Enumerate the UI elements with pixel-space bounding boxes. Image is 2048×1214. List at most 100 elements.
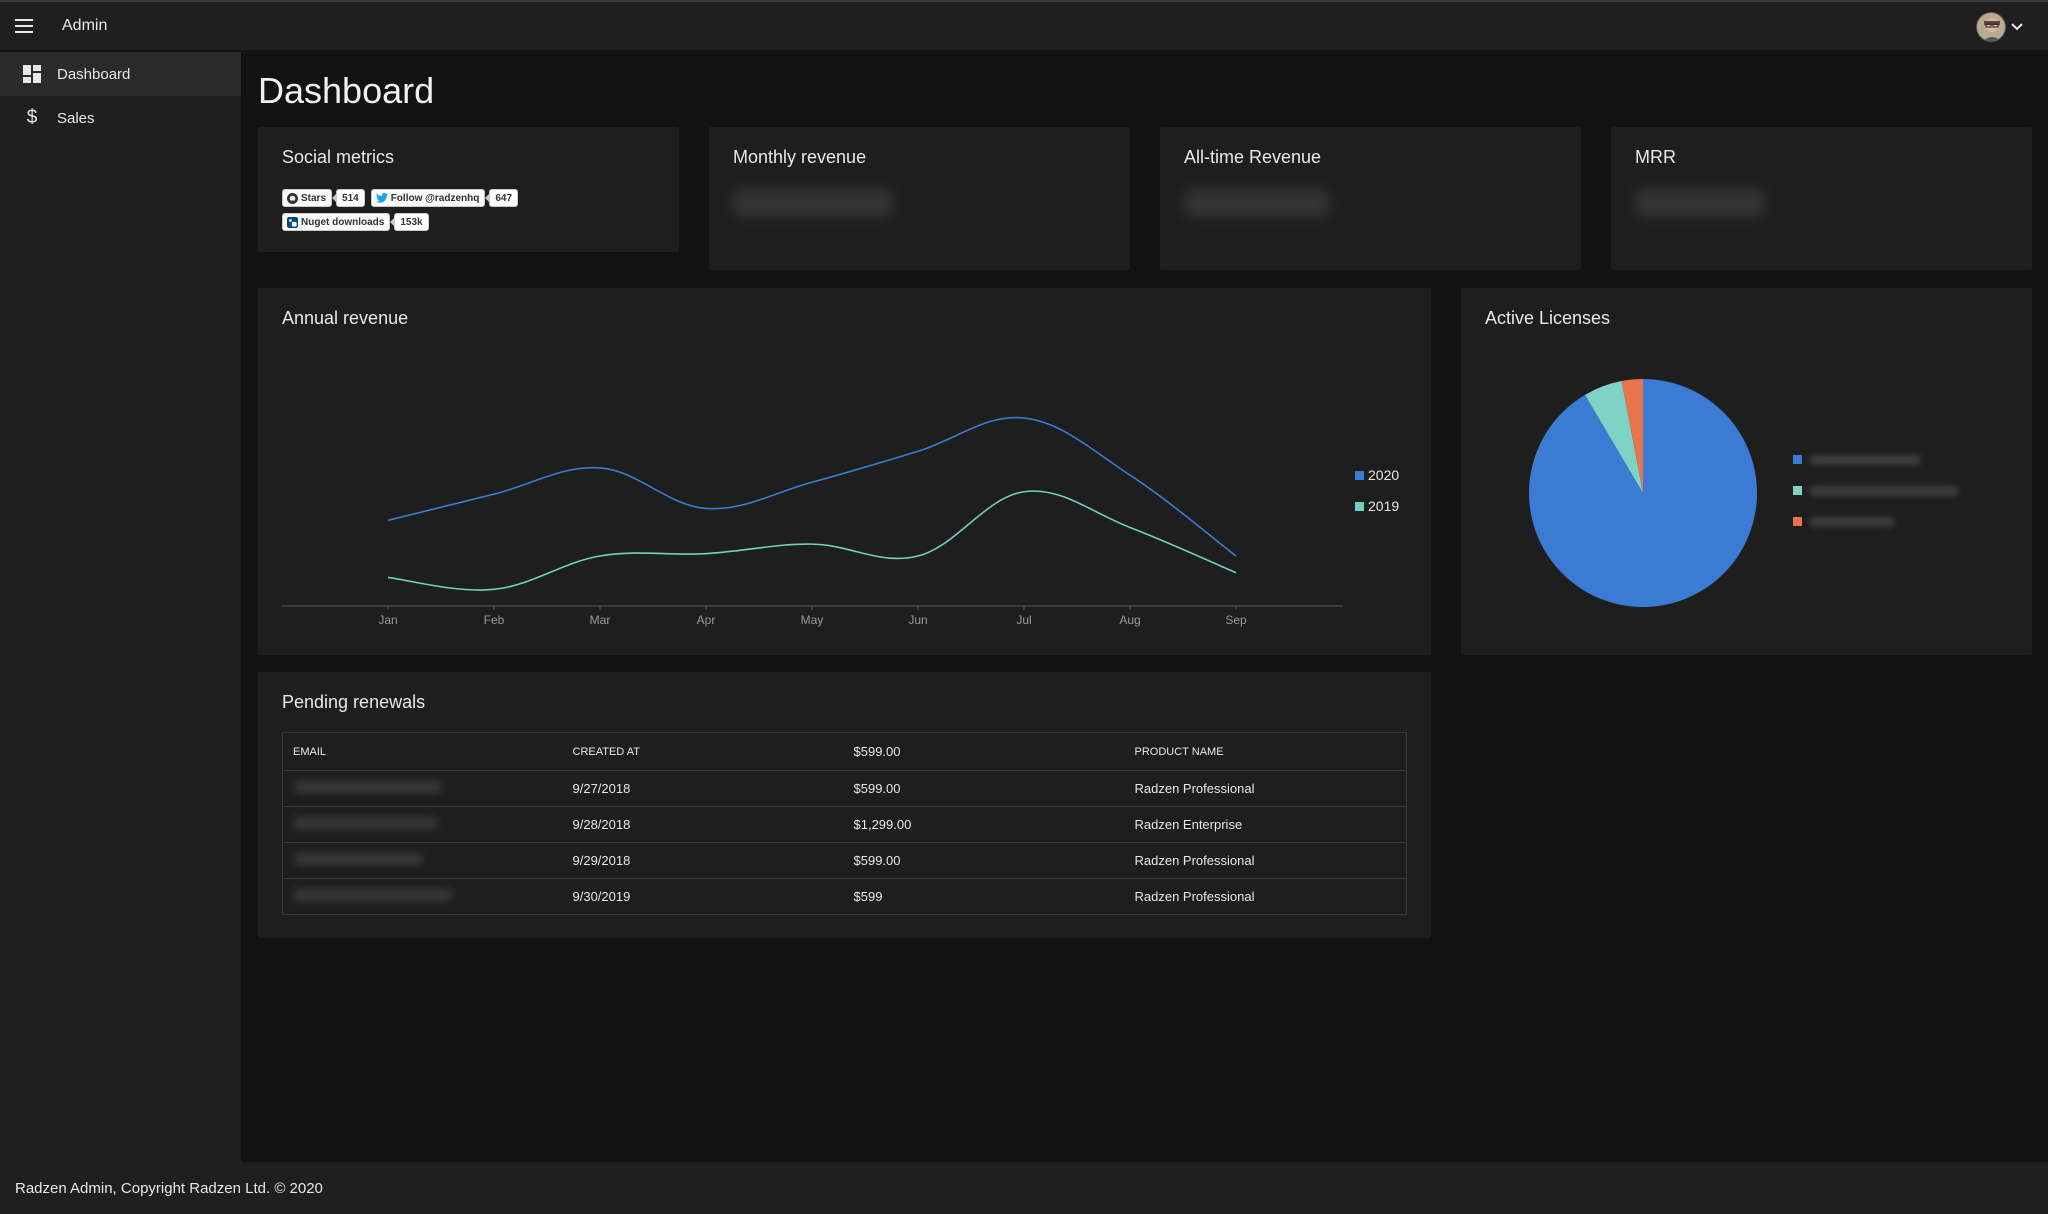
redacted-email <box>293 781 443 793</box>
x-tick-label: Mar <box>590 613 611 627</box>
card-title: MRR <box>1635 147 1676 167</box>
avatar[interactable] <box>1976 12 2006 42</box>
follow-count[interactable]: 647 <box>485 189 519 207</box>
hamburger-menu-button[interactable] <box>0 2 48 50</box>
x-tick-label: Feb <box>484 613 505 627</box>
hamburger-icon <box>15 19 33 33</box>
x-tick-label: Jun <box>908 613 927 627</box>
app-title: Admin <box>62 17 108 34</box>
column-header-email[interactable]: EMAIL <box>282 732 563 771</box>
cell-created-at: 9/28/2018 <box>562 806 844 843</box>
pending-renewals-card: Pending renewals EMAIL CREATED AT $599.0… <box>258 672 1431 938</box>
table-row[interactable]: 9/30/2019 $599 Radzen Professional <box>283 879 1407 915</box>
table-header-row: EMAIL CREATED AT $599.00 PRODUCT NAME <box>282 732 1407 771</box>
cell-amount: $599.00 <box>843 842 1125 879</box>
nuget-label: Nuget downloads <box>301 216 385 228</box>
legend-swatch[interactable] <box>1793 455 1802 464</box>
redacted-email <box>293 817 438 829</box>
sidebar-item-label: Dashboard <box>57 65 131 83</box>
legend-label: 2020 <box>1368 467 1400 483</box>
legend-label: 2019 <box>1368 498 1400 514</box>
legend-swatch[interactable] <box>1793 517 1802 526</box>
nuget-downloads-button[interactable]: Nuget downloads <box>282 213 391 231</box>
card-title: All-time Revenue <box>1184 147 1322 167</box>
active-licenses-card: Active Licenses <box>1461 288 2032 655</box>
stars-label: Stars <box>301 192 327 204</box>
x-tick-label: Jan <box>378 613 397 627</box>
redacted-value <box>1184 189 1329 217</box>
cell-amount: $1,299.00 <box>843 806 1125 843</box>
cell-created-at: 9/29/2018 <box>562 842 844 879</box>
stars-count[interactable]: 514 <box>332 189 365 207</box>
dollar-icon: $ <box>26 107 38 128</box>
follow-label: Follow @radzenhq <box>390 192 480 204</box>
sidebar-item-dashboard[interactable]: Dashboard <box>0 52 241 96</box>
chevron-down-icon[interactable] <box>2010 22 2024 32</box>
card-title: Active Licenses <box>1485 308 1611 328</box>
annual-revenue-chart: Jan Feb Mar Apr May Jun Jul Aug Sep <box>282 416 1343 627</box>
sidebar-item-label: Sales <box>57 109 95 127</box>
card-title: Monthly revenue <box>733 147 867 167</box>
pie-slice-1[interactable] <box>1584 381 1643 493</box>
nuget-count[interactable]: 153k <box>390 213 429 231</box>
github-icon <box>287 192 298 204</box>
legend-item-2019[interactable]: 2019 <box>1355 498 1399 514</box>
cell-email <box>282 842 563 879</box>
cell-product-name: Radzen Professional <box>1124 770 1407 807</box>
active-licenses-chart <box>1529 379 1959 607</box>
github-stars-button[interactable]: Stars <box>282 189 333 207</box>
cell-created-at: 9/27/2018 <box>562 770 844 807</box>
x-tick-label: Aug <box>1119 613 1140 627</box>
page-title: Dashboard <box>258 70 435 111</box>
redacted-legend-label <box>1809 517 1895 527</box>
top-bar: Admin <box>0 0 2048 50</box>
footer: Radzen Admin, Copyright Radzen Ltd. © 20… <box>0 1162 2048 1214</box>
table-row[interactable]: 9/28/2018 $1,299.00 Radzen Enterprise <box>282 806 1407 843</box>
redacted-legend-label <box>1809 486 1959 496</box>
series-line-2019[interactable] <box>387 490 1237 591</box>
card-title: Annual revenue <box>282 308 409 328</box>
redacted-value <box>1635 189 1765 217</box>
dashboard-icon <box>22 64 42 84</box>
cell-product-name: Radzen Professional <box>1124 842 1407 879</box>
redacted-email <box>293 889 453 901</box>
footer-text: Radzen Admin, Copyright Radzen Ltd. © 20… <box>15 1179 323 1197</box>
redacted-legend-label <box>1809 455 1921 465</box>
annual-revenue-card: Annual revenue Jan Feb Mar Apr May Jun Jul Aug S… <box>258 288 1431 655</box>
card-title: Pending renewals <box>282 692 426 712</box>
cell-email <box>283 879 563 915</box>
social-metrics-card: Social metrics Stars 514 Follow @radzenh… <box>258 127 679 252</box>
redacted-email <box>293 853 423 865</box>
legend-swatch <box>1355 501 1364 511</box>
cell-amount: $599.00 <box>843 770 1125 807</box>
cell-email <box>282 806 563 843</box>
sidebar-item-sales[interactable]: $ Sales <box>0 96 241 140</box>
profile-menu[interactable] <box>1976 12 2024 42</box>
cell-product-name: Radzen Professional <box>1134 889 1255 904</box>
column-header-created-at[interactable]: CREATED AT <box>562 732 844 771</box>
card-title: Social metrics <box>282 147 395 167</box>
x-tick-label: May <box>801 613 824 627</box>
legend-swatch <box>1355 470 1364 480</box>
x-tick-label: Jul <box>1016 613 1031 627</box>
column-header-amount[interactable]: $599.00 <box>843 732 1125 771</box>
twitter-icon <box>375 193 388 203</box>
sidebar: Dashboard $ Sales <box>0 52 241 1162</box>
renewals-table: EMAIL CREATED AT $599.00 PRODUCT NAME 9/… <box>282 732 1407 915</box>
mrr-card: MRR <box>1611 127 2032 270</box>
column-header-product-name[interactable]: PRODUCT NAME <box>1124 732 1407 771</box>
legend-swatch[interactable] <box>1793 486 1802 495</box>
cell-created-at: 9/30/2019 <box>572 889 631 904</box>
cell-product-name: Radzen Enterprise <box>1124 806 1407 843</box>
x-tick-label: Apr <box>697 613 716 627</box>
legend-item-2020[interactable]: 2020 <box>1355 467 1399 483</box>
twitter-follow-button[interactable]: Follow @radzenhq <box>370 189 486 207</box>
x-tick-label: Sep <box>1225 613 1247 627</box>
table-row[interactable]: 9/29/2018 $599.00 Radzen Professional <box>282 842 1407 879</box>
cell-amount: $599 <box>853 889 883 904</box>
table-row[interactable]: 9/27/2018 $599.00 Radzen Professional <box>282 770 1407 807</box>
cell-email <box>282 770 563 807</box>
pie-slice-2[interactable] <box>1621 379 1643 493</box>
series-line-2020[interactable] <box>387 416 1237 557</box>
nuget-icon <box>287 216 298 228</box>
